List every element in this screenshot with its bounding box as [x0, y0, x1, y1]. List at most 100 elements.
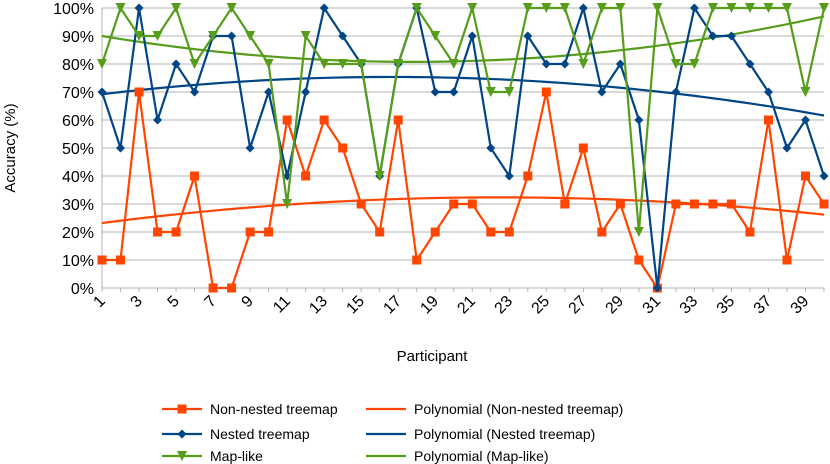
data-point [671, 199, 681, 209]
legend-label: Map-like [210, 448, 263, 464]
data-point [782, 143, 792, 153]
y-tick-label: 40% [62, 169, 94, 186]
data-point [245, 31, 256, 41]
y-tick-label: 10% [62, 253, 94, 270]
data-point [726, 31, 736, 41]
data-point [708, 31, 718, 41]
legend-item: Polynomial (Non-nested treemap) [366, 401, 623, 417]
data-point [800, 171, 810, 181]
data-point [559, 3, 570, 13]
data-point [171, 227, 181, 237]
data-point [430, 227, 440, 237]
data-point [134, 3, 144, 13]
legend-item: Polynomial (Nested treemap) [366, 426, 595, 442]
data-point [615, 59, 625, 69]
data-point [726, 199, 736, 209]
data-point [245, 143, 255, 153]
data-point [356, 59, 367, 69]
legend-label: Polynomial (Nested treemap) [414, 426, 595, 442]
data-point [485, 87, 496, 97]
data-point [800, 115, 810, 125]
data-point [541, 3, 552, 13]
data-point [152, 31, 163, 41]
data-point [781, 3, 792, 13]
data-point [578, 3, 588, 13]
data-point [504, 87, 515, 97]
data-point [448, 59, 459, 69]
x-tick-labels: 1 3 5 7 9 11 13 15 17 19 21 23 25 27 29 31 33 35 37 39 [91, 293, 813, 318]
data-point [116, 143, 126, 153]
legend-label: Nested treemap [210, 426, 310, 442]
data-point [634, 115, 644, 125]
data-point [560, 59, 570, 69]
data-point [264, 227, 274, 237]
data-point [486, 227, 496, 237]
data-point [208, 31, 219, 41]
data-point [633, 227, 644, 237]
data-point [301, 171, 311, 181]
legend-item: Non-nested treemap [162, 401, 338, 417]
data-point [134, 87, 144, 97]
data-point [374, 171, 385, 181]
x-tick-label: 15 [343, 293, 368, 318]
data-point [541, 87, 551, 97]
y-tick-label: 100% [53, 1, 94, 18]
data-point [171, 59, 181, 69]
x-tick-label: 5 [165, 293, 183, 311]
data-point [467, 3, 478, 13]
data-point [301, 87, 311, 97]
data-point [819, 3, 829, 13]
x-tick-label: 9 [239, 293, 257, 311]
data-point [190, 171, 200, 181]
y-tick-labels: 0% 10% 20% 30% 40% 50% 60% 70% 80% 90% 100% [53, 1, 94, 298]
series-line [100, 6, 826, 290]
data-point [97, 87, 107, 97]
data-point [615, 3, 626, 13]
series-line [100, 6, 826, 234]
data-point [523, 171, 533, 181]
data-point [171, 3, 182, 13]
x-tick-label: 33 [677, 293, 702, 318]
data-point [282, 199, 293, 209]
data-point [578, 143, 588, 153]
data-point [319, 59, 330, 69]
data-point [245, 227, 255, 237]
data-point [319, 115, 329, 125]
data-point [97, 255, 107, 265]
legend-label: Non-nested treemap [210, 401, 338, 417]
data-point [744, 3, 755, 13]
data-point [689, 199, 699, 209]
x-axis-title: Participant [397, 348, 469, 365]
legend: Non-nested treemap Nested treemap Map-like… [162, 401, 623, 464]
data-point [522, 3, 533, 13]
data-point [393, 115, 403, 125]
x-tick-label: 17 [380, 293, 405, 318]
x-tick-label: 13 [306, 293, 331, 318]
x-tick-label: 1 [91, 293, 109, 311]
data-point [449, 87, 459, 97]
data-point [467, 199, 477, 209]
data-point [707, 3, 718, 13]
data-point [430, 87, 440, 97]
data-point [153, 227, 163, 237]
data-point [177, 451, 187, 461]
data-point [153, 115, 163, 125]
data-point [504, 227, 514, 237]
data-point [689, 59, 700, 69]
data-point [819, 171, 829, 181]
legend-label: Polynomial (Map-like) [414, 448, 549, 464]
data-point [116, 255, 126, 265]
data-point [190, 87, 200, 97]
x-tick-label: 7 [202, 293, 220, 311]
data-point [226, 3, 237, 13]
data-point [745, 59, 755, 69]
data-point [670, 59, 681, 69]
series-line [102, 90, 825, 290]
data-point [523, 31, 533, 41]
data-point [319, 3, 329, 13]
legend-item: Map-like [162, 448, 263, 464]
data-point [652, 3, 663, 13]
data-point [393, 59, 404, 69]
data-point [745, 227, 755, 237]
